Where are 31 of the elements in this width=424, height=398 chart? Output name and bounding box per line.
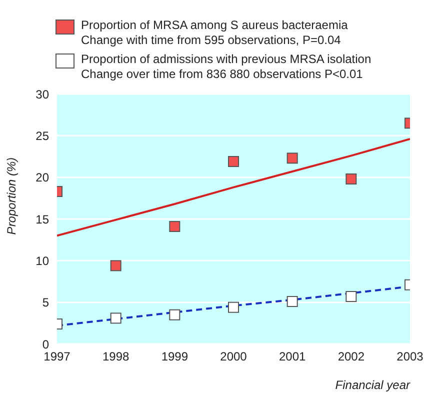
x-tick-label: 2000 [220,350,248,364]
y-tick-label: 20 [36,170,50,185]
y-axis-title: Proportion (%) [5,157,19,235]
point [286,296,298,307]
x-tick-label: 2002 [338,350,365,364]
y-tick-label: 10 [36,254,50,268]
y-tick-label: 0 [42,337,50,352]
y-tick-label: 15 [36,212,50,226]
point [110,260,122,272]
x-tick-label: 1998 [102,350,130,364]
line-series [57,138,410,237]
y-tick-label: 25 [36,128,50,143]
x-tick-label: 2001 [278,350,306,364]
point [346,291,357,302]
x-axis-title: Financial year [334,378,412,392]
point [169,309,180,320]
point [228,302,239,313]
x-tick-label: 1997 [44,350,71,364]
text: Change over time from 836 880 observations P<0.01 [81,67,364,82]
point [228,156,239,167]
point [346,174,357,184]
y-tick-label: 30 [36,87,50,102]
legend-label: Proportion of MRSA among S aureus bacteraemia [81,18,348,33]
point [286,152,298,164]
legend-label: Proportion of admissions with previous MRSA isolation [81,52,372,67]
y-tick-label: 5 [42,296,50,310]
point [169,221,180,232]
point [110,312,122,324]
x-tick-label: 1999 [161,350,188,364]
text: Change with time from 595 observations, P=0.04 [81,33,342,48]
x-tick-label: 2003 [396,350,424,364]
